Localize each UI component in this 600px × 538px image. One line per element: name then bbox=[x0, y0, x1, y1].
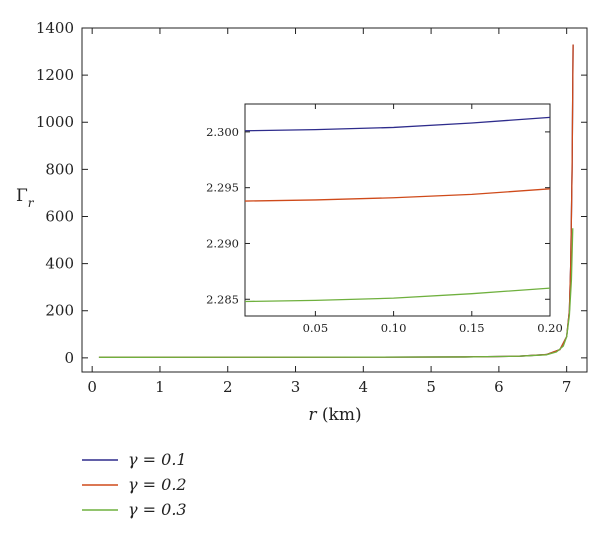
inset-x-tick-label: 0.10 bbox=[381, 321, 407, 335]
y-tick-label: 200 bbox=[45, 302, 74, 320]
x-axis-label: r (km) bbox=[308, 405, 361, 425]
legend-label: γ = 0.1 bbox=[128, 450, 187, 469]
y-tick-label: 400 bbox=[45, 255, 74, 273]
inset-y-tick-label: 2.295 bbox=[206, 181, 239, 195]
x-tick-label: 4 bbox=[359, 378, 369, 396]
inset-series-line-gamma-3 bbox=[244, 287, 551, 303]
y-tick-label: 1400 bbox=[36, 19, 74, 37]
x-tick-label: 7 bbox=[562, 378, 572, 396]
legend-item: γ = 0.2 bbox=[82, 475, 187, 494]
main-series-group bbox=[98, 44, 574, 358]
inset-plot-frame bbox=[244, 103, 551, 317]
inset-series-group bbox=[244, 116, 551, 303]
y-axis-label: Γr bbox=[16, 186, 35, 210]
inset-x-tick-label: 0.20 bbox=[537, 321, 563, 335]
inset-y-tick-label: 2.300 bbox=[206, 125, 239, 139]
inset-series-line-gamma-1 bbox=[244, 116, 551, 132]
x-tick-label: 2 bbox=[223, 378, 233, 396]
series-line-gamma-3 bbox=[98, 228, 574, 358]
legend-label: γ = 0.2 bbox=[128, 475, 187, 494]
legend-label: γ = 0.3 bbox=[128, 500, 187, 519]
y-tick-label: 800 bbox=[45, 160, 74, 178]
legend-item: γ = 0.1 bbox=[82, 450, 187, 469]
inset-y-tick-label: 2.285 bbox=[206, 292, 239, 306]
inset-x-tick-label: 0.15 bbox=[459, 321, 485, 335]
y-tick-label: 0 bbox=[64, 349, 74, 367]
inset-series-line-gamma-2 bbox=[244, 188, 551, 202]
inset-x-tick-label: 0.05 bbox=[303, 321, 329, 335]
x-tick-label: 0 bbox=[87, 378, 97, 396]
legend: γ = 0.1 γ = 0.2 γ = 0.3 bbox=[82, 450, 187, 519]
y-tick-label: 1000 bbox=[36, 113, 74, 131]
y-tick-label: 600 bbox=[45, 207, 74, 225]
legend-item: γ = 0.3 bbox=[82, 500, 187, 519]
x-tick-label: 5 bbox=[426, 378, 436, 396]
y-tick-label: 1200 bbox=[36, 66, 74, 84]
x-tick-label: 6 bbox=[494, 378, 504, 396]
inset-y-tick-label: 2.290 bbox=[206, 236, 239, 250]
x-tick-label: 1 bbox=[155, 378, 165, 396]
x-tick-label: 3 bbox=[291, 378, 301, 396]
